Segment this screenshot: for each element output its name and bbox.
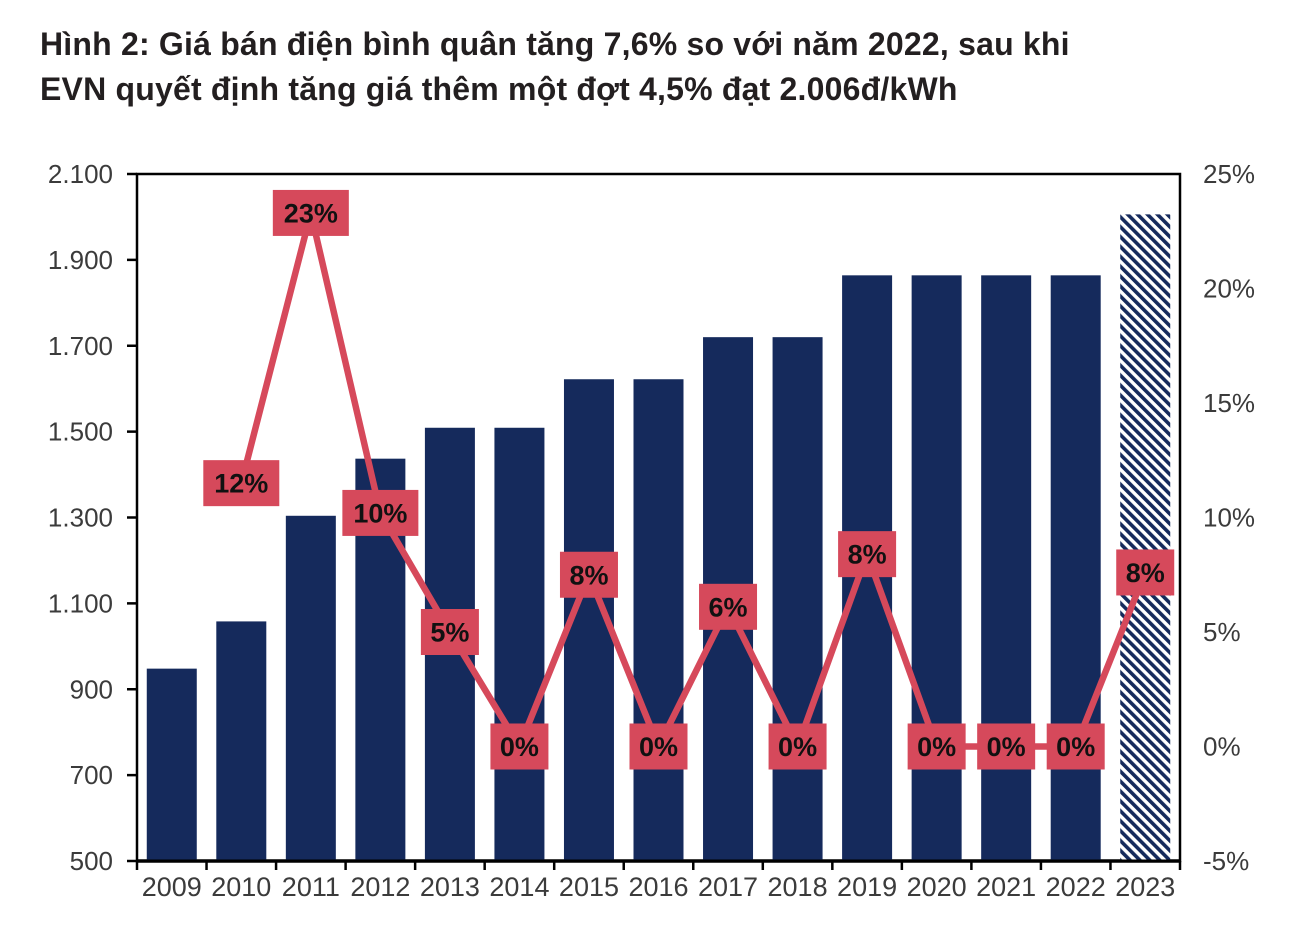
data-label-2018: 0% <box>768 723 827 770</box>
bar-2021 <box>981 275 1032 860</box>
bar-2011 <box>285 515 336 860</box>
right-axis-tick-label: 25% <box>1203 159 1255 189</box>
data-label-2017: 6% <box>699 583 758 630</box>
bar-2018 <box>772 337 823 860</box>
x-axis-label-2010: 2010 <box>211 872 271 902</box>
x-axis-label-2011: 2011 <box>282 872 340 902</box>
left-axis-tick-label: 2.100 <box>48 159 113 189</box>
data-label-text: 12% <box>214 469 268 499</box>
data-label-text: 0% <box>639 732 678 762</box>
x-axis-label-2017: 2017 <box>698 872 758 902</box>
bar-2022 <box>1050 275 1101 860</box>
left-axis-tick-label: 1.100 <box>48 588 113 618</box>
data-label-2022: 0% <box>1046 723 1105 770</box>
left-axis-tick-label: 1.300 <box>48 503 113 533</box>
x-axis-label-2018: 2018 <box>768 872 828 902</box>
data-label-text: 8% <box>848 540 887 570</box>
data-label-text: 0% <box>778 732 817 762</box>
bar-2009 <box>146 668 197 860</box>
x-axis-label-2021: 2021 <box>976 872 1036 902</box>
bar-2016 <box>633 379 684 860</box>
data-label-2015: 8% <box>559 551 618 598</box>
right-axis-tick-label: -5% <box>1203 846 1249 876</box>
x-axis-label-2023: 2023 <box>1115 872 1175 902</box>
data-label-text: 8% <box>1126 558 1165 588</box>
left-axis-tick-label: 1.900 <box>48 245 113 275</box>
right-axis-tick-label: 0% <box>1203 732 1241 762</box>
x-axis-label-2022: 2022 <box>1046 872 1106 902</box>
bar-2014 <box>494 427 545 860</box>
data-label-2023: 8% <box>1116 549 1175 596</box>
data-label-box <box>559 551 618 598</box>
data-label-box <box>699 583 758 630</box>
data-label-text: 10% <box>353 498 407 528</box>
data-label-text: 0% <box>500 732 539 762</box>
data-label-box <box>272 189 349 236</box>
right-axis-tick-label: 10% <box>1203 503 1255 533</box>
data-label-2013: 5% <box>420 609 479 655</box>
bar-2020 <box>911 275 962 860</box>
data-label-2011: 23% <box>272 189 349 236</box>
chart-title-line1: Hình 2: Giá bán điện bình quân tăng 7,6%… <box>40 26 1070 62</box>
data-label-box <box>838 531 897 578</box>
chart-title-line2: EVN quyết định tăng giá thêm một đợt 4,5… <box>40 71 958 107</box>
chart-title: Hình 2: Giá bán điện bình quân tăng 7,6%… <box>40 22 1268 112</box>
data-label-text: 0% <box>987 732 1026 762</box>
right-axis-tick-label: 5% <box>1203 617 1241 647</box>
data-label-box <box>1116 549 1175 596</box>
data-label-text: 8% <box>569 560 608 590</box>
data-label-box <box>907 723 966 770</box>
x-axis-label-2016: 2016 <box>628 872 688 902</box>
data-label-box <box>203 460 280 507</box>
data-label-2021: 0% <box>977 723 1036 770</box>
data-label-2016: 0% <box>629 723 688 770</box>
left-axis-tick-label: 1.700 <box>48 331 113 361</box>
data-label-box <box>977 723 1036 770</box>
data-label-text: 5% <box>430 618 469 648</box>
right-axis-tick-label: 20% <box>1203 274 1255 304</box>
data-label-text: 0% <box>917 732 956 762</box>
left-axis-tick-label: 1.500 <box>48 417 113 447</box>
x-axis-label-2014: 2014 <box>489 872 549 902</box>
data-label-box <box>1046 723 1105 770</box>
data-label-text: 23% <box>284 198 338 228</box>
right-axis-tick-label: 15% <box>1203 388 1255 418</box>
data-label-2012: 10% <box>342 489 419 536</box>
x-axis-label-2019: 2019 <box>837 872 897 902</box>
x-axis-label-2012: 2012 <box>350 872 410 902</box>
data-label-box <box>342 489 419 536</box>
data-label-box <box>420 609 479 655</box>
data-label-box <box>768 723 827 770</box>
x-axis-label-2013: 2013 <box>420 872 480 902</box>
x-axis-label-2015: 2015 <box>559 872 619 902</box>
x-axis-label-2009: 2009 <box>142 872 202 902</box>
data-label-2010: 12% <box>203 460 280 507</box>
data-label-text: 0% <box>1056 732 1095 762</box>
data-label-text: 6% <box>709 592 748 622</box>
bar-2023-forecast-hatched <box>1120 214 1171 860</box>
left-axis-tick-label: 700 <box>70 760 113 790</box>
left-axis-tick-label: 900 <box>70 674 113 704</box>
bar-2010 <box>216 621 267 860</box>
data-label-box <box>629 723 688 770</box>
data-label-2019: 8% <box>838 531 897 578</box>
data-label-box <box>490 723 549 770</box>
data-label-2020: 0% <box>907 723 966 770</box>
x-axis-label-2020: 2020 <box>907 872 967 902</box>
left-axis-tick-label: 500 <box>70 846 113 876</box>
data-label-2014: 0% <box>490 723 549 770</box>
